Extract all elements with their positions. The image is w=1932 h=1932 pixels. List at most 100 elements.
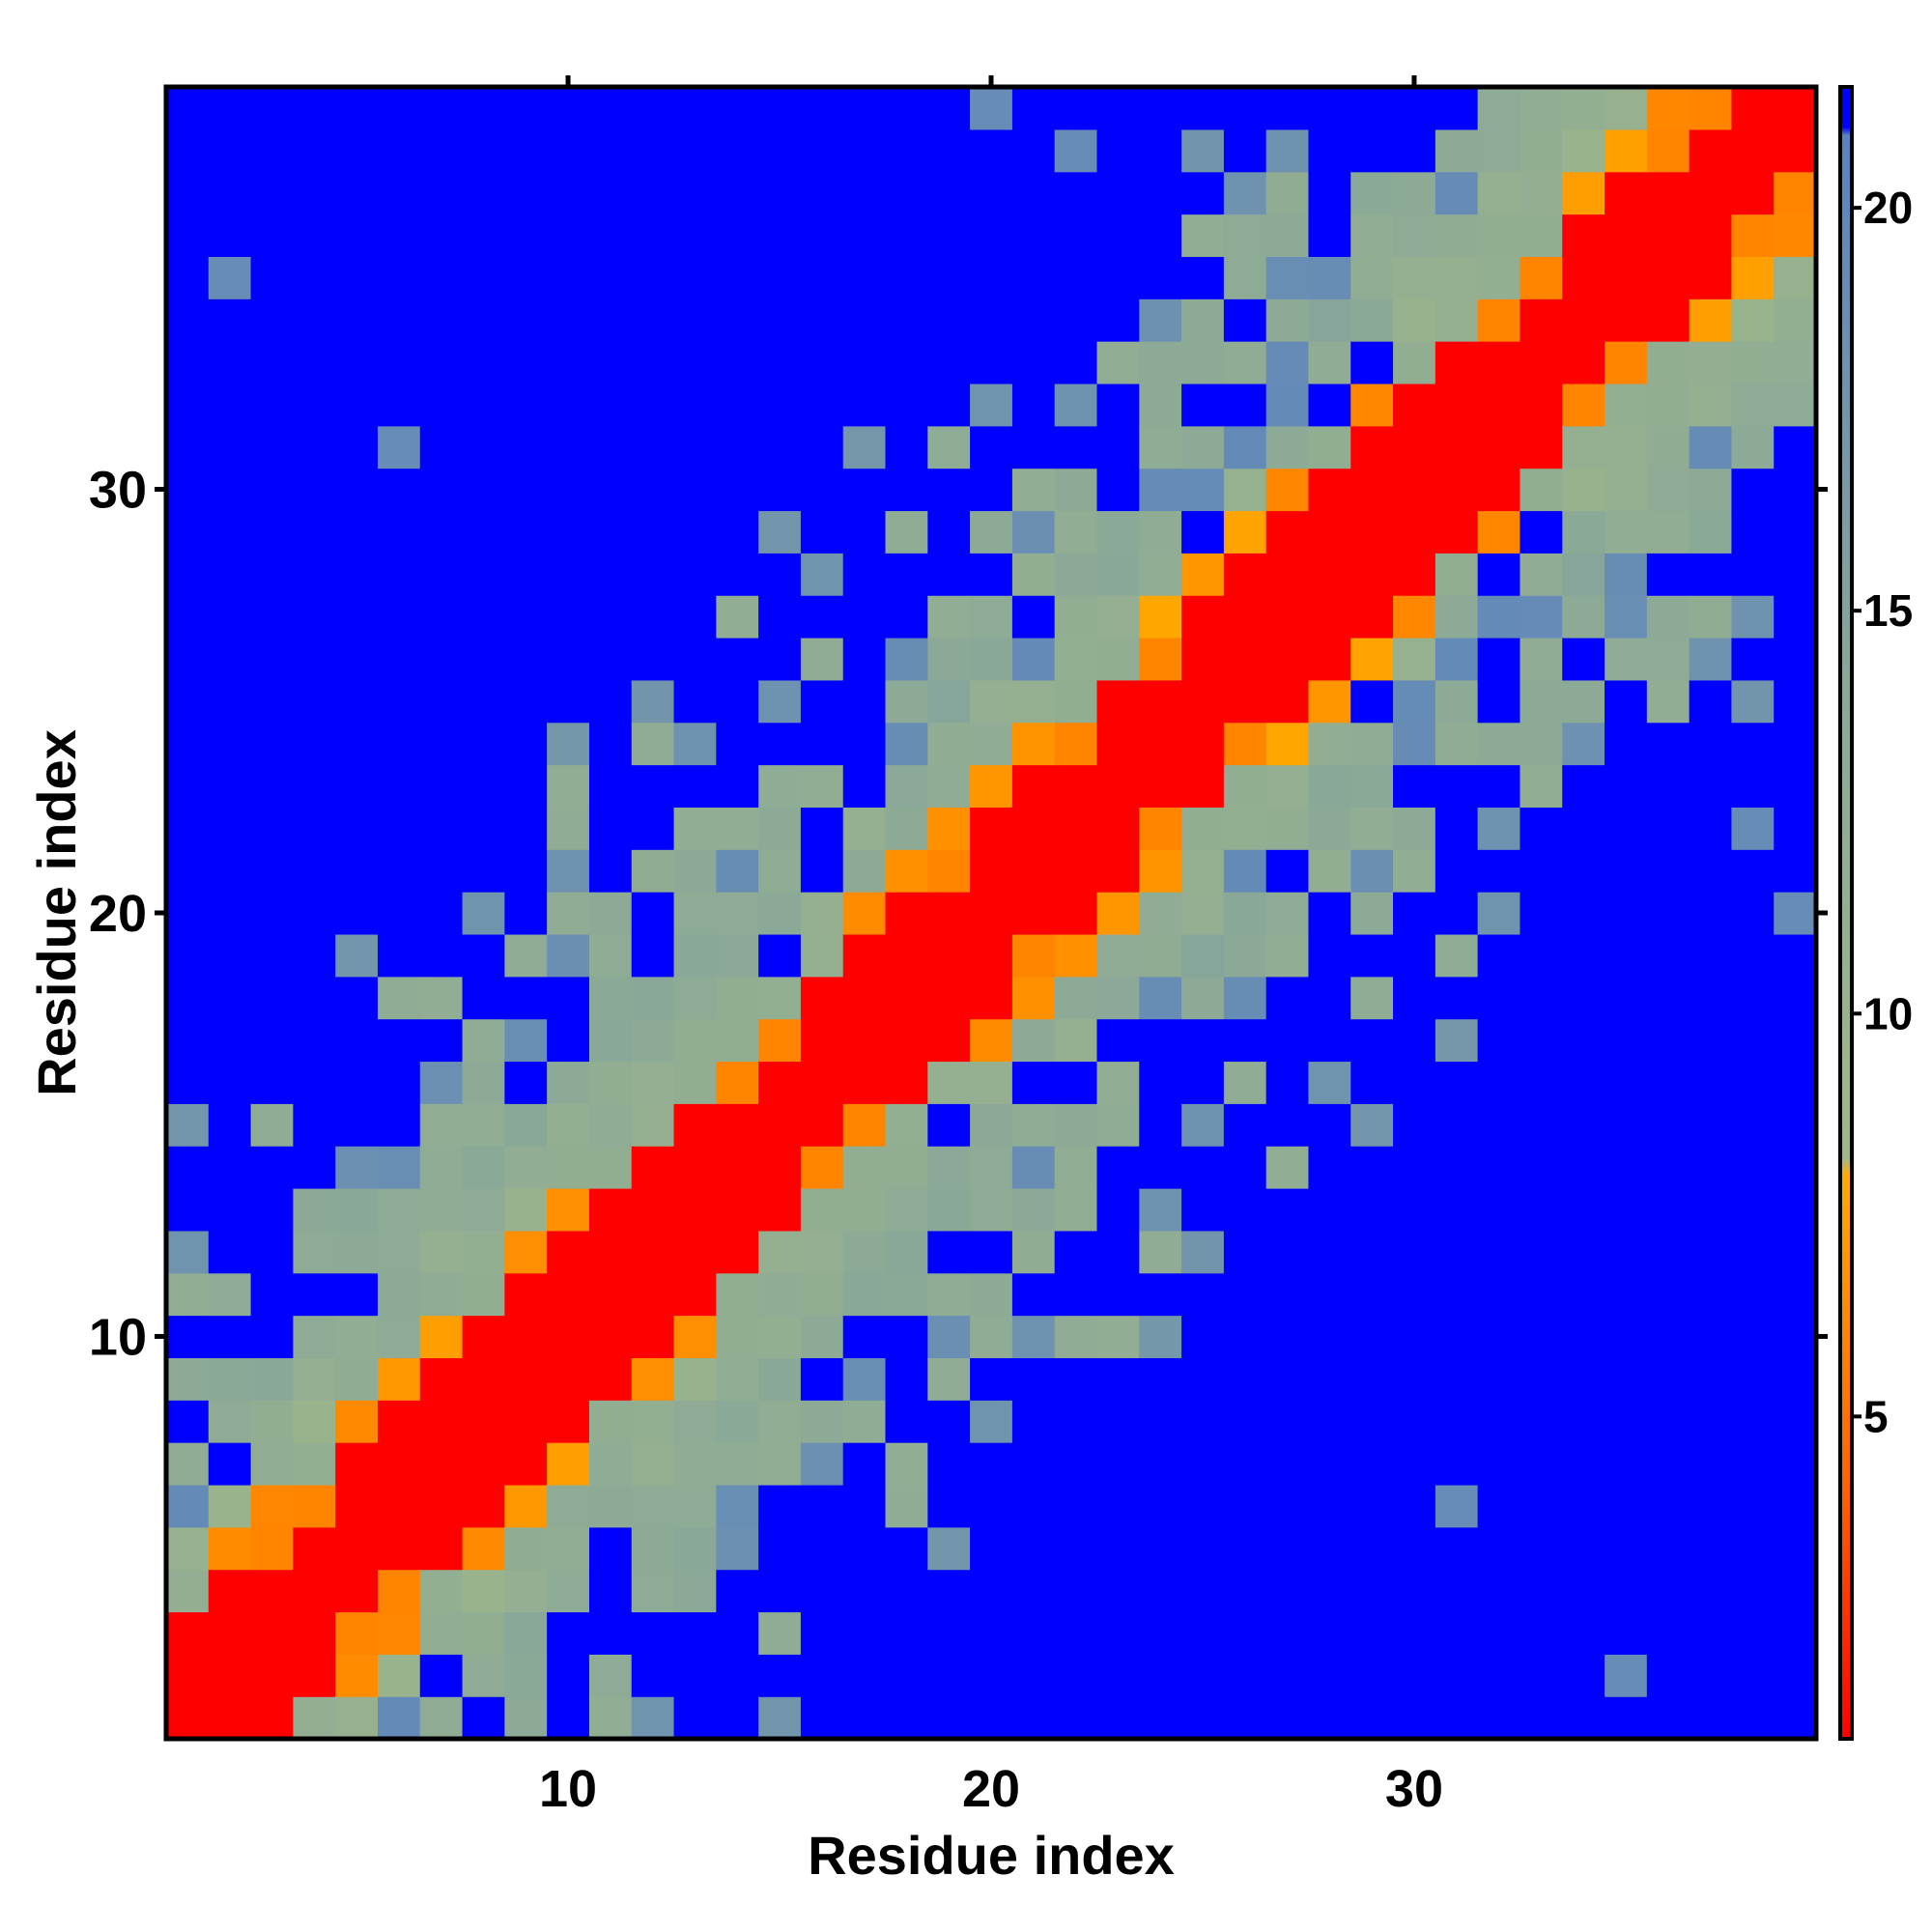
heatmap-cell [1139,171,1182,215]
heatmap-cell [377,595,421,639]
heatmap-cell [588,256,633,299]
heatmap-cell [716,638,759,681]
heatmap-cell [1562,1315,1605,1358]
heatmap-cell [504,468,548,512]
heatmap-cell [1181,383,1225,427]
heatmap-cell [885,1696,928,1740]
heatmap-cell [208,764,252,808]
heatmap-cell [970,87,1013,130]
heatmap-cell [1308,298,1351,342]
heatmap-cell [1520,892,1563,935]
heatmap-cell [927,1569,971,1613]
heatmap-cell [1181,807,1225,850]
heatmap-cell [250,341,294,384]
heatmap-cell [1393,1484,1436,1528]
heatmap-cell [1265,933,1310,978]
heatmap-cell [1605,425,1648,469]
heatmap-cell [800,976,844,1020]
heatmap-cell [1393,1526,1436,1571]
heatmap-cell [927,1611,971,1655]
heatmap-cell [885,1442,928,1486]
heatmap-cell [1223,679,1267,724]
heatmap-cell [1774,425,1817,469]
heatmap-cell [800,638,844,681]
heatmap-cell [1265,722,1310,766]
heatmap-cell [293,341,336,384]
heatmap-cell [1731,510,1775,554]
heatmap-cell [1435,1146,1479,1189]
heatmap-cell [1477,425,1521,469]
heatmap-cell [758,849,802,893]
heatmap-cell [1731,1146,1775,1189]
heatmap-cell [673,128,717,173]
heatmap-cell [716,1018,759,1063]
heatmap-cell [208,1188,252,1232]
heatmap-cell [1605,892,1648,935]
heatmap-cell [842,1315,887,1358]
heatmap-cell [1265,1400,1310,1443]
heatmap-cell [1054,510,1098,554]
heatmap-cell [1223,1061,1267,1104]
heatmap-cell [842,849,887,893]
heatmap-cell [1477,976,1521,1020]
heatmap-cell [1181,764,1225,808]
heatmap-cell [377,510,421,554]
heatmap-cell [1223,1018,1267,1063]
heatmap-cell [1689,1061,1733,1104]
heatmap-cell [716,1315,759,1358]
heatmap-cell [293,722,336,766]
heatmap-cell [1096,722,1140,766]
heatmap-cell [335,1569,379,1613]
heatmap-cell [1520,933,1563,978]
heatmap-cell [1435,892,1479,935]
heatmap-cell [1181,1103,1225,1147]
heatmap-cell [1223,1400,1267,1443]
heatmap-cell [588,1103,633,1147]
heatmap-cell [1520,1188,1563,1232]
heatmap-cell [1139,1484,1182,1528]
heatmap-cell [1731,807,1775,850]
heatmap-cell [335,1018,379,1063]
heatmap-cell [1562,1611,1605,1655]
heatmap-cell [588,849,633,893]
heatmap-cell [462,1230,505,1274]
heatmap-cell [377,1611,421,1655]
heatmap-cell [208,892,252,935]
heatmap-cell [1435,1654,1479,1697]
heatmap-cell [842,553,887,596]
heatmap-cell [166,1696,210,1740]
heatmap-cell [800,892,844,935]
heatmap-cell [335,256,379,299]
heatmap-cell [1139,1146,1182,1189]
heatmap-cell [1011,213,1056,257]
heatmap-cell [758,1526,802,1571]
heatmap-cell [377,383,421,427]
heatmap-cell [1308,807,1351,850]
heatmap-cell [927,764,971,808]
heatmap-cell [462,595,505,639]
heatmap-cell [588,1526,633,1571]
heatmap-cell [1011,1103,1056,1147]
heatmap-cell [970,256,1013,299]
heatmap-cell [1520,1696,1563,1740]
heatmap-cell [1308,976,1351,1020]
heatmap-cell [631,1696,675,1740]
heatmap-cell [1477,1442,1521,1486]
heatmap-cell [631,1357,675,1401]
heatmap-cell [1096,1484,1140,1528]
heatmap-cell [1562,1569,1605,1613]
heatmap-cell [758,1696,802,1740]
heatmap-cell [419,892,464,935]
heatmap-cell [588,1061,633,1104]
heatmap-cell [250,383,294,427]
heatmap-cell [800,1230,844,1274]
heatmap-cell [208,128,252,173]
heatmap-cell [1435,383,1479,427]
heatmap-cell [1435,341,1479,384]
heatmap-cell [1477,892,1521,935]
heatmap-cell [673,383,717,427]
heatmap-cell [166,383,210,427]
heatmap-cell [1308,1357,1351,1401]
heatmap-cell [504,256,548,299]
heatmap-cell [588,1400,633,1443]
